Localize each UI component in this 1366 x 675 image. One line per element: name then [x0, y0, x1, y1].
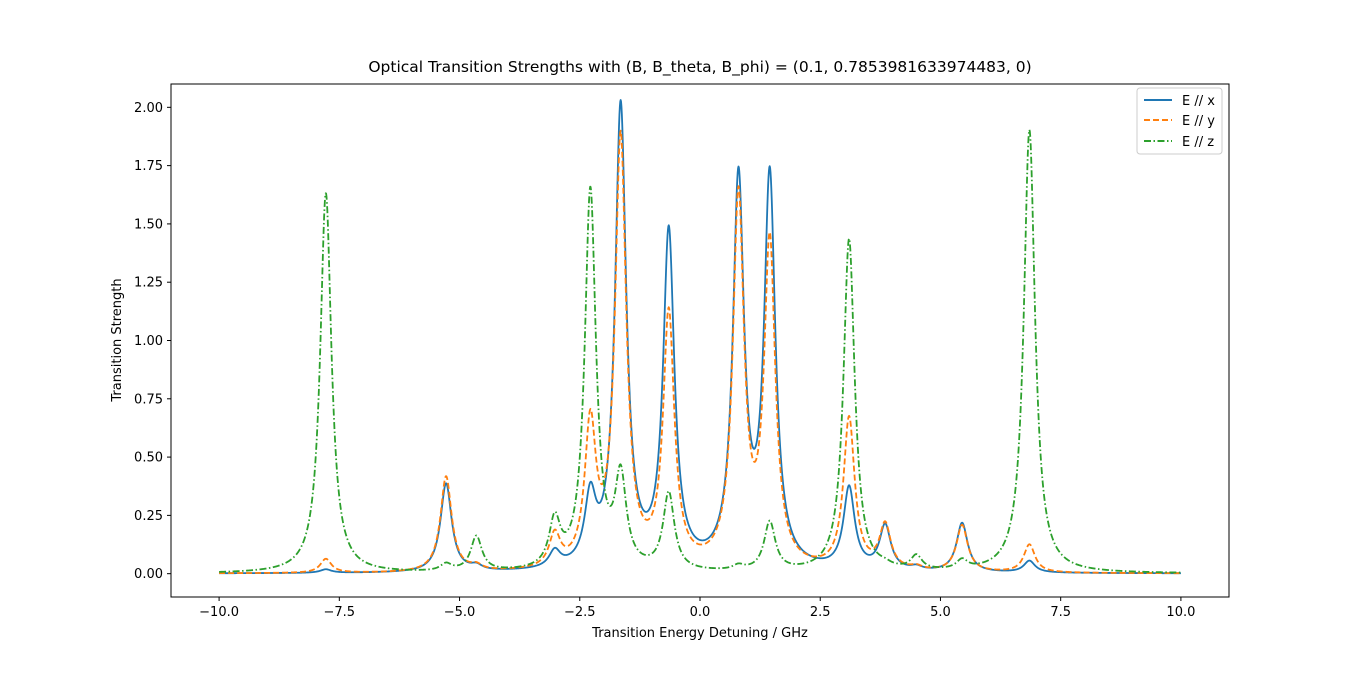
- x-axis: −10.0 −7.5 −5.0 −2.5 0.0 2.5 5.0 7.5 10.0: [199, 597, 1195, 620]
- series-line-1: [218, 129, 1182, 575]
- legend-box: [1136, 87, 1223, 155]
- x-tick-label: 7.5: [1050, 605, 1071, 620]
- y-tick-label: 0.50: [134, 451, 163, 466]
- legend-label-z: E // z: [1182, 135, 1214, 150]
- x-axis-label: Transition Energy Detuning / GHz: [591, 626, 808, 641]
- y-tick-label: 1.75: [134, 159, 163, 174]
- x-tick-label: −2.5: [564, 605, 596, 620]
- x-tick-label: 5.0: [930, 605, 951, 620]
- y-tick-label: 2.00: [134, 101, 163, 116]
- legend: E // x E // y E // z: [1136, 87, 1223, 155]
- legend-label-y: E // y: [1182, 114, 1215, 129]
- y-axis: 0.00 0.25 0.50 0.75 1.00 1.25 1.50 1.75 2.00: [134, 101, 171, 582]
- y-axis-label: Transition Strength: [110, 278, 125, 402]
- series-layer: [218, 99, 1182, 575]
- y-tick-label: 0.00: [134, 567, 163, 582]
- series-line-0: [218, 99, 1182, 575]
- legend-label-x: E // x: [1182, 94, 1215, 109]
- x-tick-label: −7.5: [324, 605, 356, 620]
- y-tick-label: 1.50: [134, 217, 163, 232]
- y-tick-label: 1.00: [134, 334, 163, 349]
- y-tick-label: 1.25: [134, 276, 163, 291]
- x-tick-label: −5.0: [444, 605, 476, 620]
- chart-title: Optical Transition Strengths with (B, B_…: [368, 58, 1031, 77]
- x-tick-label: 10.0: [1166, 605, 1195, 620]
- y-tick-label: 0.25: [134, 509, 163, 524]
- x-tick-label: −10.0: [199, 605, 239, 620]
- series-line-2: [218, 128, 1182, 574]
- x-tick-label: 0.0: [690, 605, 711, 620]
- y-tick-label: 0.75: [134, 392, 163, 407]
- x-tick-label: 2.5: [810, 605, 831, 620]
